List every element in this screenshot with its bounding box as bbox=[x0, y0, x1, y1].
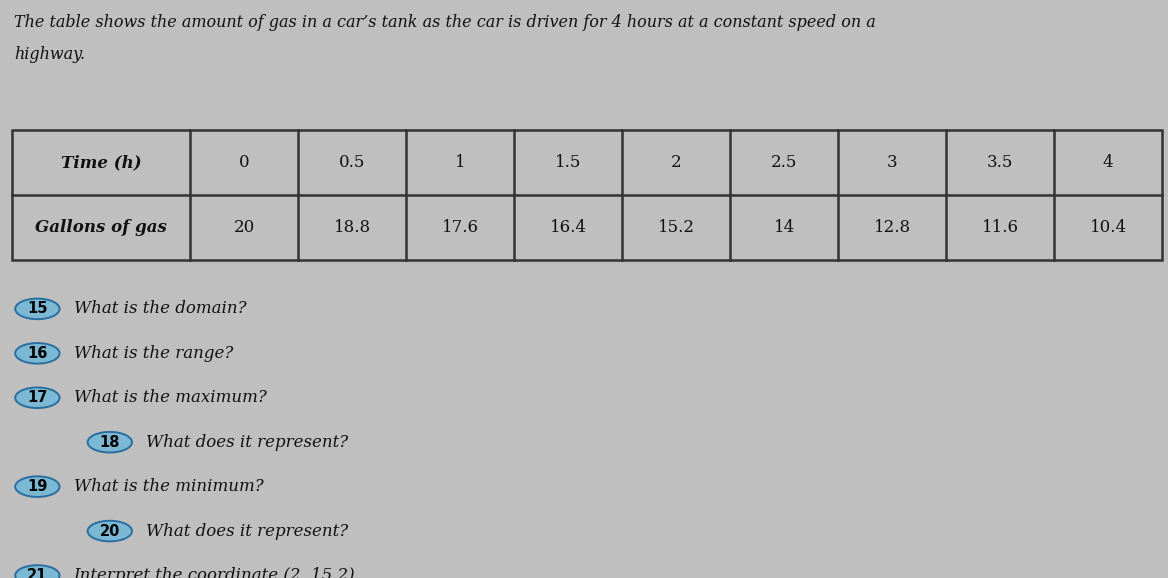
Circle shape bbox=[15, 387, 60, 408]
Circle shape bbox=[88, 521, 132, 542]
Text: 17.6: 17.6 bbox=[442, 219, 479, 236]
Text: 20: 20 bbox=[99, 524, 120, 539]
Text: What is the minimum?: What is the minimum? bbox=[74, 478, 263, 495]
Text: 3.5: 3.5 bbox=[987, 154, 1014, 171]
Text: 10.4: 10.4 bbox=[1090, 219, 1127, 236]
Text: What is the domain?: What is the domain? bbox=[74, 301, 246, 317]
Text: Interpret the coordinate (2, 15.2).: Interpret the coordinate (2, 15.2). bbox=[74, 567, 361, 578]
Circle shape bbox=[88, 432, 132, 453]
Text: 3: 3 bbox=[887, 154, 897, 171]
Circle shape bbox=[15, 476, 60, 497]
Text: 16.4: 16.4 bbox=[550, 219, 586, 236]
Text: 14: 14 bbox=[773, 219, 794, 236]
Bar bbox=[12, 130, 1162, 260]
Text: What is the maximum?: What is the maximum? bbox=[74, 389, 266, 406]
Text: 2: 2 bbox=[670, 154, 681, 171]
Text: 18: 18 bbox=[99, 435, 120, 450]
Text: 15: 15 bbox=[27, 301, 48, 316]
Text: 2.5: 2.5 bbox=[771, 154, 798, 171]
Text: 11.6: 11.6 bbox=[981, 219, 1018, 236]
Text: What is the range?: What is the range? bbox=[74, 345, 232, 362]
Text: 17: 17 bbox=[27, 390, 48, 405]
Text: 21: 21 bbox=[27, 568, 48, 578]
Text: 12.8: 12.8 bbox=[874, 219, 911, 236]
Circle shape bbox=[15, 299, 60, 319]
Text: 1.5: 1.5 bbox=[555, 154, 582, 171]
Text: 0: 0 bbox=[238, 154, 249, 171]
Text: 18.8: 18.8 bbox=[334, 219, 370, 236]
Circle shape bbox=[15, 565, 60, 578]
Text: Gallons of gas: Gallons of gas bbox=[35, 219, 167, 236]
Text: 4: 4 bbox=[1103, 154, 1113, 171]
Text: 19: 19 bbox=[27, 479, 48, 494]
Text: What does it represent?: What does it represent? bbox=[146, 523, 348, 540]
Text: 16: 16 bbox=[27, 346, 48, 361]
Text: 0.5: 0.5 bbox=[339, 154, 366, 171]
Text: The table shows the amount of gas in a car’s tank as the car is driven for 4 hou: The table shows the amount of gas in a c… bbox=[14, 13, 876, 31]
Text: 1: 1 bbox=[454, 154, 465, 171]
Text: What does it represent?: What does it represent? bbox=[146, 434, 348, 451]
Text: 20: 20 bbox=[234, 219, 255, 236]
Text: highway.: highway. bbox=[14, 46, 85, 63]
Text: 15.2: 15.2 bbox=[658, 219, 695, 236]
Circle shape bbox=[15, 343, 60, 364]
Text: Time (h): Time (h) bbox=[61, 154, 141, 171]
